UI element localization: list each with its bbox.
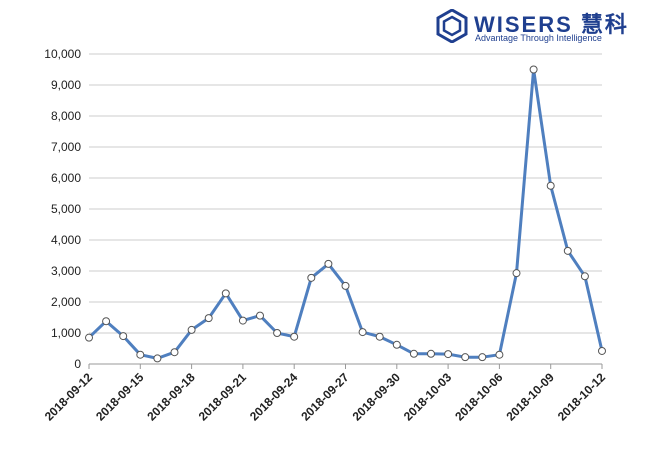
- series-line: [87, 68, 604, 360]
- data-point: [324, 259, 333, 268]
- logo-name: WISERS 慧科: [474, 12, 629, 37]
- data-point: [238, 316, 247, 325]
- data-point: [392, 340, 401, 349]
- x-tick-label: 2018-09-21: [196, 370, 250, 424]
- data-point: [529, 65, 538, 74]
- data-point: [512, 269, 521, 278]
- data-point: [427, 349, 435, 358]
- hexagon-logo-icon: [436, 9, 468, 43]
- y-tick-label: 10,000: [44, 47, 81, 61]
- x-tick-label: 2018-10-12: [555, 370, 609, 424]
- data-point: [102, 317, 111, 326]
- y-tick-label: 5,000: [51, 202, 81, 216]
- logo-tagline: Advantage Through Intelligence: [475, 33, 602, 43]
- data-point: [256, 311, 264, 320]
- x-tick-label: 2018-09-18: [144, 370, 198, 424]
- x-tick-label: 2018-09-30: [350, 370, 404, 424]
- data-point: [409, 349, 418, 358]
- data-point: [170, 348, 179, 357]
- x-tick-label: 2018-09-15: [93, 370, 147, 424]
- data-point: [375, 332, 384, 341]
- y-tick-label: 0: [74, 357, 81, 371]
- data-point: [563, 246, 572, 255]
- y-tick-label: 8,000: [51, 109, 81, 123]
- y-axis-ticks: 0 1,000 2,000 3,000 4,000 5,000 6,000 7,000 8,00…: [44, 47, 81, 371]
- data-point: [495, 350, 504, 359]
- series-points: [85, 65, 606, 363]
- data-point: [546, 181, 555, 190]
- data-point: [341, 281, 350, 290]
- data-point: [444, 350, 453, 359]
- grid-lines: [89, 53, 602, 334]
- data-point: [598, 346, 606, 355]
- y-tick-label: 7,000: [51, 140, 81, 154]
- data-point: [119, 332, 128, 341]
- data-point: [153, 354, 162, 363]
- y-tick-label: 3,000: [51, 264, 81, 278]
- data-point: [136, 350, 145, 359]
- data-point: [221, 289, 230, 298]
- data-point: [580, 272, 589, 281]
- x-tick-label: 2018-10-03: [401, 370, 455, 424]
- y-tick-label: 6,000: [51, 171, 81, 185]
- x-tick-label: 2018-10-09: [504, 370, 558, 424]
- x-tick-label: 2018-10-06: [452, 370, 506, 424]
- x-tick-label: 2018-09-27: [298, 370, 352, 424]
- data-point: [204, 314, 213, 323]
- data-point: [478, 353, 487, 362]
- data-point: [273, 329, 282, 337]
- data-point: [187, 325, 196, 334]
- data-point: [85, 333, 93, 342]
- data-point: [358, 328, 367, 337]
- data-point: [307, 273, 316, 282]
- data-point: [290, 332, 299, 341]
- wisers-logo: WISERS 慧科 Advantage Through Intelligence: [436, 7, 629, 45]
- data-point: [461, 353, 470, 362]
- y-tick-label: 4,000: [51, 233, 81, 247]
- x-tick-label: 2018-09-24: [247, 370, 301, 424]
- y-tick-label: 9,000: [51, 78, 81, 92]
- x-tick-label: 2018-09-12: [42, 370, 96, 424]
- y-tick-label: 2,000: [51, 295, 81, 309]
- x-axis-ticks: 2018-09-122018-09-152018-09-182018-09-21…: [42, 364, 609, 424]
- y-tick-label: 1,000: [51, 326, 81, 340]
